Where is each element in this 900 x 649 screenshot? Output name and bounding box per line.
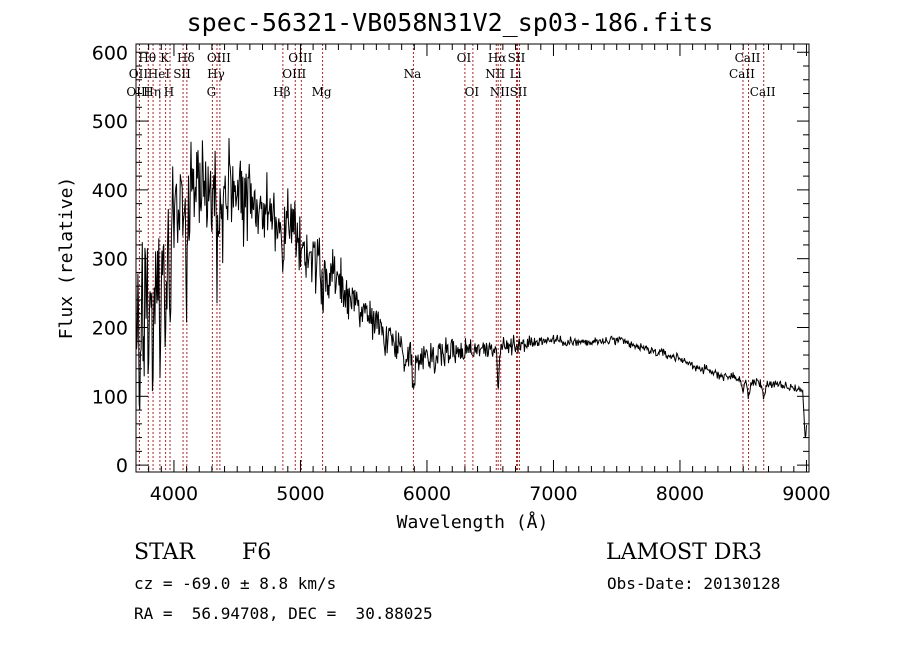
line-label: CaII — [729, 67, 755, 81]
axes: 4000 5000 6000 7000 8000 9000 0 100 200 300 400 500… — [92, 42, 831, 505]
survey-name: LAMOST DR3 — [606, 540, 762, 565]
line-label: OIII — [126, 85, 150, 99]
line-label: CaII — [735, 51, 761, 65]
line-label: OIII — [282, 67, 306, 81]
line-label: OIII — [288, 51, 312, 65]
sky-coordinates: RA = 56.94708, DEC = 30.88025 — [134, 604, 433, 623]
line-label: SII — [510, 85, 528, 99]
y-tick-label: 100 — [92, 386, 128, 408]
line-label: HeI — [148, 67, 171, 81]
line-label: OII — [129, 67, 149, 81]
x-axis-label: Wavelength (Å) — [397, 511, 549, 533]
spectrum-line — [135, 138, 807, 438]
spectral-line-markers — [138, 44, 765, 472]
x-tick-label: 7000 — [529, 483, 577, 505]
line-label: Hα — [488, 51, 507, 65]
line-label: OI — [457, 51, 472, 65]
x-tick-label: 6000 — [403, 483, 451, 505]
x-tick-label: 8000 — [656, 483, 704, 505]
line-label: Hθ — [138, 51, 156, 65]
line-label: G — [207, 85, 217, 99]
line-label: NII — [485, 67, 505, 81]
line-label: CaII — [750, 85, 776, 99]
chart-title: spec-56321-VB058N31V2_sp03-186.fits — [186, 8, 714, 37]
y-tick-label: 500 — [92, 111, 128, 133]
line-label: Na — [404, 67, 422, 81]
line-label: Mg — [312, 85, 332, 99]
line-label: Hγ — [207, 67, 225, 81]
line-label: OIII — [207, 51, 231, 65]
line-label: Li — [510, 67, 522, 81]
x-tick-label: 5000 — [276, 483, 324, 505]
y-tick-label: 400 — [92, 180, 128, 202]
y-tick-label: 300 — [92, 249, 128, 271]
x-tick-label: 4000 — [150, 483, 198, 505]
object-subclass: F6 — [242, 540, 272, 565]
line-label: Hβ — [273, 85, 290, 99]
object-class: STAR — [134, 540, 195, 565]
line-label: OI — [465, 85, 480, 99]
y-tick-label: 0 — [116, 455, 128, 477]
line-label: Hδ — [177, 51, 195, 65]
y-axis-label: Flux (relative) — [56, 177, 77, 340]
line-label: K — [160, 51, 170, 65]
line-label: NII — [490, 85, 510, 99]
y-tick-label: 200 — [92, 317, 128, 339]
line-label: H — [164, 85, 174, 99]
plot-frame — [135, 43, 810, 473]
observation-date: Obs-Date: 20130128 — [607, 574, 781, 593]
x-tick-label: 9000 — [782, 483, 830, 505]
line-label: Hη — [143, 85, 161, 99]
y-tick-label: 600 — [92, 42, 128, 64]
redshift-velocity: cz = -69.0 ± 8.8 km/s — [134, 574, 337, 593]
spectrum-series — [135, 138, 807, 438]
line-label: SII — [508, 51, 526, 65]
line-label: SII — [173, 67, 191, 81]
